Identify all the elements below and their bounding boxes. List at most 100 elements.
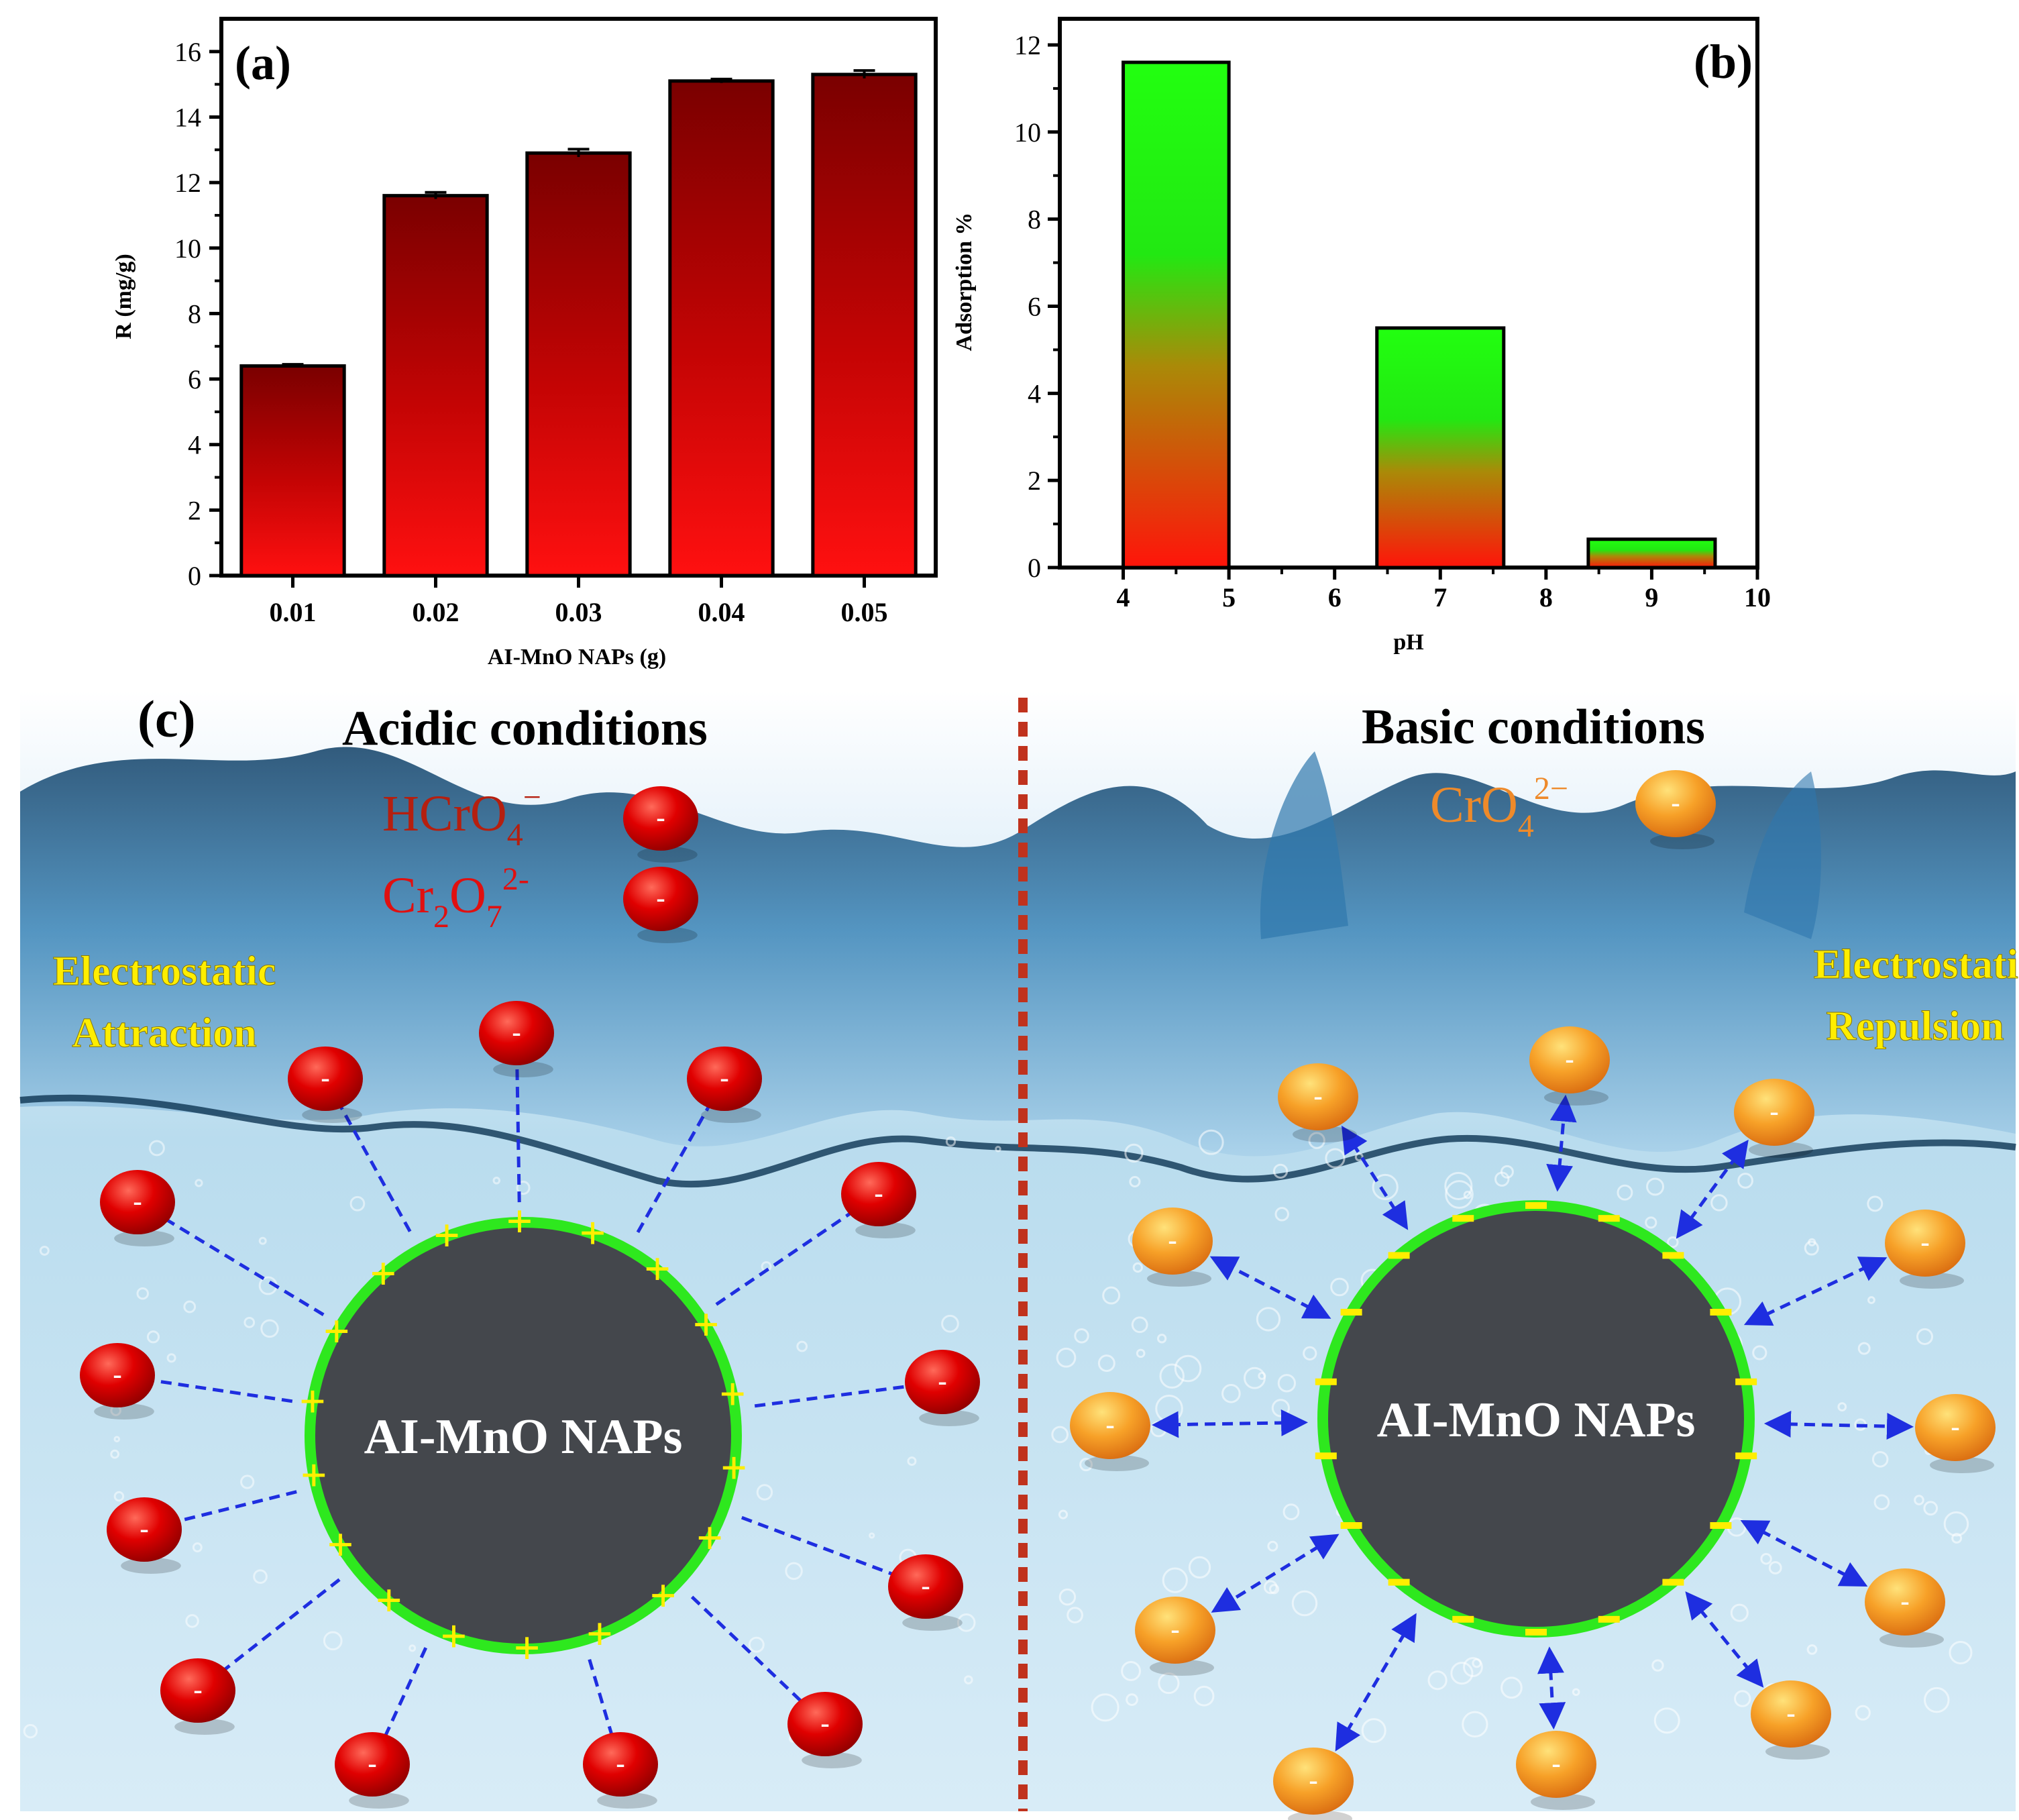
chromium-ion (1734, 1079, 1814, 1146)
bubble (146, 1330, 160, 1344)
chart-a-x-axis-label: AI-MnO NAPs (g) (488, 645, 666, 670)
ion-charge: - (321, 1063, 329, 1093)
ion-shadow (174, 1719, 235, 1735)
bubble (1494, 1171, 1510, 1187)
bubble (185, 1614, 199, 1628)
bubble (1873, 1494, 1890, 1511)
chart-b-y-tick-label: 0 (1028, 553, 1041, 583)
bubble (1067, 1607, 1083, 1623)
chart-b-y-tick-label: 6 (1028, 291, 1041, 321)
nanoparticle-acidic (305, 1217, 742, 1654)
bubble (1091, 1693, 1120, 1722)
chart-a-y-tick-label: 6 (188, 364, 201, 394)
ion-charge: - (1671, 788, 1680, 818)
bubble (183, 1300, 197, 1314)
positive-charge: + (301, 1450, 327, 1502)
bubble (1923, 1501, 1939, 1516)
bubble (113, 1491, 125, 1502)
ion-shadow (919, 1410, 979, 1426)
bubble (349, 1195, 366, 1212)
ion-charge: - (193, 1674, 202, 1705)
species-cr2o7: Cr2O72- (382, 861, 529, 934)
bubble (1188, 1556, 1211, 1579)
bubble (1136, 1348, 1146, 1358)
bubble (869, 1532, 875, 1539)
positive-charge: + (376, 1575, 402, 1627)
bubble (1645, 1216, 1657, 1229)
ion-shadow (701, 1107, 761, 1123)
negative-charge (1525, 1202, 1547, 1209)
negative-charge (1735, 1378, 1757, 1385)
bubble (1303, 1346, 1317, 1361)
bubble (1162, 1567, 1188, 1593)
chart-b-y-tick-label: 10 (1014, 117, 1041, 148)
bubble (148, 1140, 165, 1157)
chromium-ion (107, 1497, 182, 1562)
bubble (1653, 1707, 1680, 1734)
ion-shadow (1879, 1631, 1944, 1648)
ion-shadow (1900, 1273, 1964, 1289)
chart-b-x-tick-label: 10 (1744, 582, 1771, 612)
chart-b-x-tick-label: 7 (1433, 582, 1447, 612)
chart-a-y-tick-label: 2 (188, 495, 201, 525)
chart-a-panel-label: (a) (235, 36, 291, 90)
ion-charge: - (616, 1748, 624, 1778)
ion-charge: - (1170, 1614, 1179, 1644)
ion-shadow (114, 1230, 174, 1246)
bubble (192, 1542, 203, 1553)
chart-b-bars (1122, 60, 1717, 570)
chromium-ion (1751, 1680, 1831, 1748)
chromium-ion (288, 1047, 363, 1111)
ion-charge: - (1786, 1698, 1795, 1728)
chart-a-y-axis-label: R (mg/g) (111, 254, 136, 339)
bubble (1158, 1672, 1180, 1695)
ion-charge: - (512, 1017, 521, 1047)
chromium-ion (623, 786, 698, 851)
negative-charge (1452, 1215, 1474, 1222)
bubble (1258, 1372, 1266, 1381)
chromium-ion (1529, 1026, 1610, 1093)
positive-charge: + (506, 1196, 533, 1248)
chart-b-x-tick-label: 6 (1328, 582, 1342, 612)
bubble (408, 1644, 417, 1652)
chromium-ion (583, 1732, 658, 1797)
chromium-ion (1915, 1394, 1996, 1461)
bubble (1617, 1184, 1633, 1201)
ion-charge: - (1565, 1044, 1574, 1074)
chromium-ion (100, 1170, 175, 1234)
bubble (1174, 1354, 1202, 1383)
negative-charge (1315, 1452, 1337, 1460)
chart-b: 0 2 4 6 8 10 12 4 5 6 7 8 9 10 (b) pH Adsorption % (952, 17, 1771, 655)
bubble (516, 1181, 531, 1195)
acidic-scene: AI-MnO NAPs++++ + +++++++++++++----- ------… (80, 786, 980, 1809)
bubble (260, 1319, 279, 1338)
ion-shadow (1085, 1455, 1149, 1471)
positive-charge: + (719, 1369, 746, 1420)
bubble (1272, 1163, 1289, 1179)
bubble (1283, 1503, 1300, 1521)
ion-shadow (597, 1792, 657, 1809)
bubble (253, 1569, 268, 1585)
ion-shadow (302, 1107, 362, 1123)
chart-a-bar (239, 364, 346, 578)
bubble (166, 1353, 176, 1363)
bubble (1462, 1711, 1488, 1738)
bubble (945, 1136, 957, 1147)
chart-a-y-tick-label: 4 (188, 430, 201, 460)
negative-charge (1710, 1522, 1732, 1529)
bubble (1463, 1657, 1483, 1677)
positive-charge: + (433, 1210, 460, 1262)
bubble (1159, 1363, 1185, 1389)
positive-charge: + (650, 1570, 677, 1622)
bubble (1056, 1347, 1077, 1368)
ion-shadow (802, 1752, 862, 1768)
chromium-ion (479, 1001, 554, 1065)
ion-shadow (1544, 1089, 1608, 1106)
chart-a-bar (525, 151, 632, 578)
chart-b-x-axis-label: pH (1393, 630, 1423, 655)
species-cro4-sub: 4 (1518, 808, 1534, 844)
chromium-ion (623, 867, 698, 931)
species-hcro4-base: HCrO (382, 786, 507, 842)
bubble (1308, 1132, 1325, 1149)
ion-shadow (1765, 1744, 1830, 1760)
